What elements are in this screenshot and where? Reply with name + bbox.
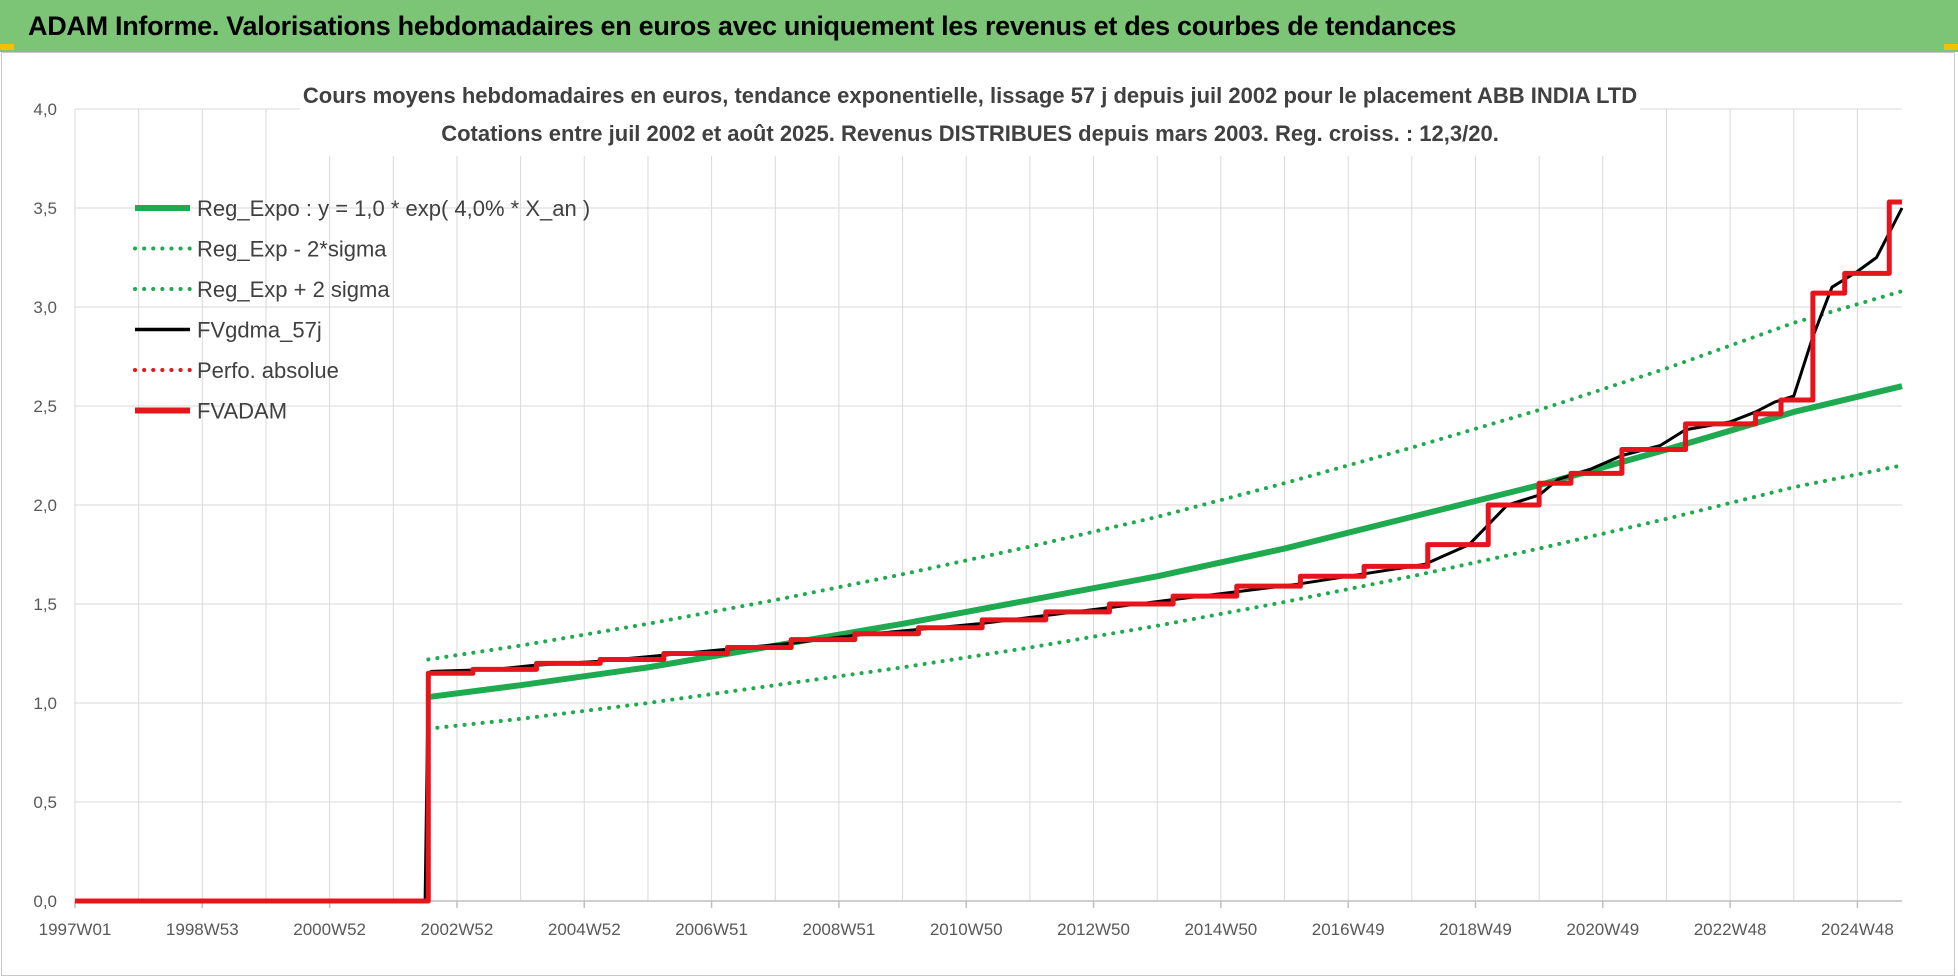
banner-title: ADAM Informe. Valorisations hebdomadaire…	[28, 10, 1457, 41]
legend-entry-label: Reg_Exp - 2*sigma	[197, 237, 387, 262]
x-tick-label: 2014W50	[1184, 920, 1257, 939]
x-tick-label: 2000W52	[293, 920, 366, 939]
corner-mark-left	[0, 44, 14, 50]
series-line-2	[426, 289, 1904, 662]
x-tick-label: 2006W51	[675, 920, 748, 939]
x-tick-label: 2018W49	[1439, 920, 1512, 939]
y-tick-label: 0,0	[33, 892, 57, 911]
x-tick-label: 2020W49	[1566, 920, 1639, 939]
x-tick-label: 2024W48	[1821, 920, 1894, 939]
x-tick-label: 2004W52	[548, 920, 621, 939]
axis-layer: 0,0 0,5 1,0 1,5 2,0 2,5 3,0 3,5 4,0 1997W01 1998W5…	[33, 100, 1902, 939]
grid-layer	[74, 108, 1902, 902]
y-tick-label: 3,0	[33, 298, 57, 317]
x-tick-label: 1998W53	[166, 920, 239, 939]
legend-entry-label: FVADAM	[197, 399, 287, 424]
y-tick-label: 0,5	[33, 793, 57, 812]
y-tick-label: 2,0	[33, 496, 57, 515]
series-layer	[75, 199, 1904, 904]
series-line-1	[426, 463, 1904, 731]
chart-title: Cours moyens hebdomadaires en euros, ten…	[300, 74, 1640, 156]
chart-title-line-1: Cours moyens hebdomadaires en euros, ten…	[303, 83, 1637, 108]
x-tick-label: 2012W50	[1057, 920, 1130, 939]
series-line-3	[75, 207, 1904, 903]
chart-legend: Reg_Expo : y = 1,0 * exp( 4,0% * X_an ) R…	[133, 196, 590, 424]
chart-title-line-2: Cotations entre juil 2002 et août 2025. …	[441, 121, 1499, 146]
x-tick-label: 2016W49	[1312, 920, 1385, 939]
corner-mark-right	[1944, 44, 1958, 50]
legend-entry-label: Reg_Exp + 2 sigma	[197, 277, 390, 302]
legend-entry-label: Perfo. absolue	[197, 358, 339, 383]
x-tick-label: 2002W52	[421, 920, 494, 939]
legend-entry-label: Reg_Expo : y = 1,0 * exp( 4,0% * X_an )	[197, 196, 590, 221]
y-tick-label: 2,5	[33, 397, 57, 416]
x-tick-label: 2010W50	[930, 920, 1003, 939]
x-tick-label: 2022W48	[1694, 920, 1767, 939]
y-tick-label: 3,5	[33, 199, 57, 218]
y-tick-label: 1,0	[33, 694, 57, 713]
legend-entry-label: FVgdma_57j	[197, 318, 322, 343]
series-line-5	[75, 199, 1902, 904]
y-tick-label: 4,0	[33, 100, 57, 119]
x-tick-label: 1997W01	[39, 920, 112, 939]
chart-title-backdrop	[300, 74, 1640, 156]
y-tick-label: 1,5	[33, 595, 57, 614]
chart-frame	[1, 52, 1955, 976]
x-tick-label: 2008W51	[803, 920, 876, 939]
report-banner: ADAM Informe. Valorisations hebdomadaire…	[0, 0, 1958, 52]
